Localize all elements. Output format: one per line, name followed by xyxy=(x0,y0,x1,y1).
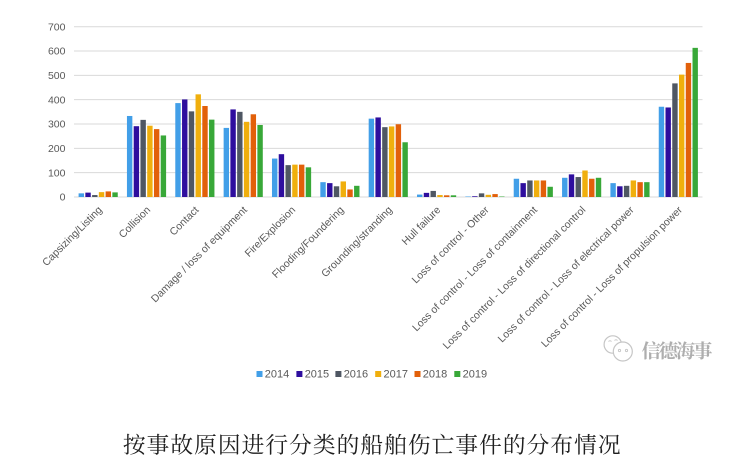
svg-text:2017: 2017 xyxy=(384,369,408,381)
svg-text:400: 400 xyxy=(48,94,66,106)
svg-text:0: 0 xyxy=(60,192,66,204)
svg-text:2018: 2018 xyxy=(423,369,447,381)
svg-text:600: 600 xyxy=(48,46,66,58)
svg-text:300: 300 xyxy=(48,119,66,131)
svg-text:2019: 2019 xyxy=(463,369,487,381)
svg-text:200: 200 xyxy=(48,143,66,155)
svg-text:2014: 2014 xyxy=(265,369,289,381)
svg-text:2016: 2016 xyxy=(344,369,368,381)
svg-text:700: 700 xyxy=(48,21,66,33)
svg-text:500: 500 xyxy=(48,70,66,82)
svg-text:100: 100 xyxy=(48,167,66,179)
svg-text:2015: 2015 xyxy=(305,369,329,381)
